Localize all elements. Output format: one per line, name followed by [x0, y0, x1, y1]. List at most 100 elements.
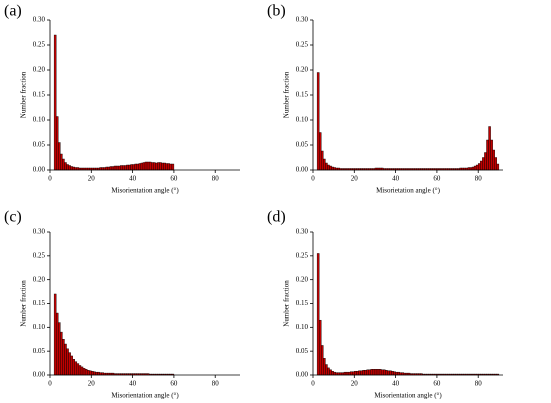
bar: [86, 370, 90, 376]
bar: [161, 162, 164, 171]
y-tick-label: 0.10: [33, 116, 46, 124]
bar: [321, 150, 324, 171]
y-tick-label: 0.05: [33, 347, 46, 355]
bar: [389, 370, 392, 376]
bar: [72, 166, 75, 171]
y-tick-label: 0.30: [33, 16, 46, 24]
panel-label: (d): [267, 209, 286, 226]
bar: [167, 163, 170, 171]
bar: [58, 142, 61, 171]
bar: [496, 163, 500, 171]
y-tick-label: 0.20: [33, 275, 46, 283]
bar: [329, 165, 332, 171]
x-tick-label: 0: [311, 175, 315, 183]
bar: [157, 162, 160, 171]
bar: [60, 331, 63, 376]
bar: [387, 370, 390, 376]
x-axis-title: Misorietation angle (°): [376, 187, 441, 195]
bar: [480, 160, 483, 171]
bar: [347, 371, 351, 376]
bar: [323, 158, 326, 171]
x-tick-label: 80: [475, 380, 483, 388]
bar: [490, 139, 493, 171]
y-axis-title: Number fraction: [283, 280, 291, 327]
y-tick-label: 0.10: [296, 116, 309, 124]
bar: [150, 162, 154, 171]
bar: [484, 152, 487, 171]
bar: [163, 162, 166, 171]
x-tick-label: 0: [48, 175, 52, 183]
panel-label: (b): [267, 3, 286, 20]
y-tick-label: 0.00: [33, 166, 46, 174]
bar: [473, 165, 477, 171]
x-tick-label: 40: [392, 175, 400, 183]
bar: [349, 371, 353, 376]
bar: [372, 369, 376, 376]
bar: [53, 34, 57, 171]
y-tick-label: 0.30: [33, 228, 46, 236]
bar: [126, 164, 129, 171]
y-tick-label: 0.25: [33, 41, 46, 49]
bar: [318, 319, 322, 376]
bar: [140, 162, 144, 171]
bar: [55, 312, 59, 376]
bar: [70, 355, 73, 376]
y-tick-label: 0.25: [296, 251, 309, 259]
bar: [316, 72, 320, 171]
bar: [124, 165, 127, 171]
bar: [165, 163, 168, 171]
bar: [60, 153, 63, 171]
x-tick-label: 60: [433, 175, 441, 183]
bar: [325, 364, 328, 376]
x-tick-label: 60: [170, 175, 178, 183]
bar: [368, 369, 372, 376]
bar: [159, 162, 162, 171]
bar: [107, 166, 111, 171]
bar: [153, 162, 156, 171]
bar: [109, 166, 113, 171]
bar: [64, 162, 67, 171]
x-tick-label: 40: [392, 380, 400, 388]
bar: [134, 163, 137, 171]
x-tick-label: 40: [129, 380, 137, 388]
bar: [323, 358, 326, 376]
bar: [471, 166, 475, 171]
y-tick-label: 0.20: [296, 275, 309, 283]
y-tick-label: 0.15: [296, 91, 309, 99]
bar: [105, 166, 109, 171]
y-tick-label: 0.25: [33, 251, 46, 259]
bar: [68, 165, 71, 171]
x-tick-label: 20: [351, 175, 359, 183]
bar: [68, 352, 71, 376]
bar: [171, 163, 175, 171]
bar: [478, 163, 481, 171]
x-tick-label: 80: [212, 175, 220, 183]
bar: [82, 368, 86, 376]
bar: [370, 369, 374, 376]
x-axis-title: Misorientation angle (°): [111, 392, 179, 400]
x-tick-label: 0: [48, 380, 52, 388]
bar: [343, 371, 347, 376]
bar: [329, 369, 332, 376]
bar: [488, 126, 491, 171]
x-tick-label: 60: [170, 380, 178, 388]
bar: [376, 369, 380, 376]
bar: [380, 369, 384, 376]
bar: [58, 322, 61, 376]
bar: [385, 370, 388, 376]
bar: [362, 370, 365, 376]
y-tick-label: 0.00: [296, 371, 309, 379]
bar: [345, 371, 349, 376]
bar: [136, 163, 140, 171]
bar: [74, 361, 78, 376]
bar: [142, 162, 146, 171]
y-tick-label: 0.05: [296, 347, 309, 355]
panel-label: (a): [4, 3, 22, 20]
bar: [356, 370, 359, 376]
bar: [391, 370, 394, 376]
bar: [169, 163, 173, 171]
y-axis-title: Number fraction: [283, 71, 291, 118]
bar: [93, 371, 96, 376]
y-tick-label: 0.15: [33, 91, 46, 99]
